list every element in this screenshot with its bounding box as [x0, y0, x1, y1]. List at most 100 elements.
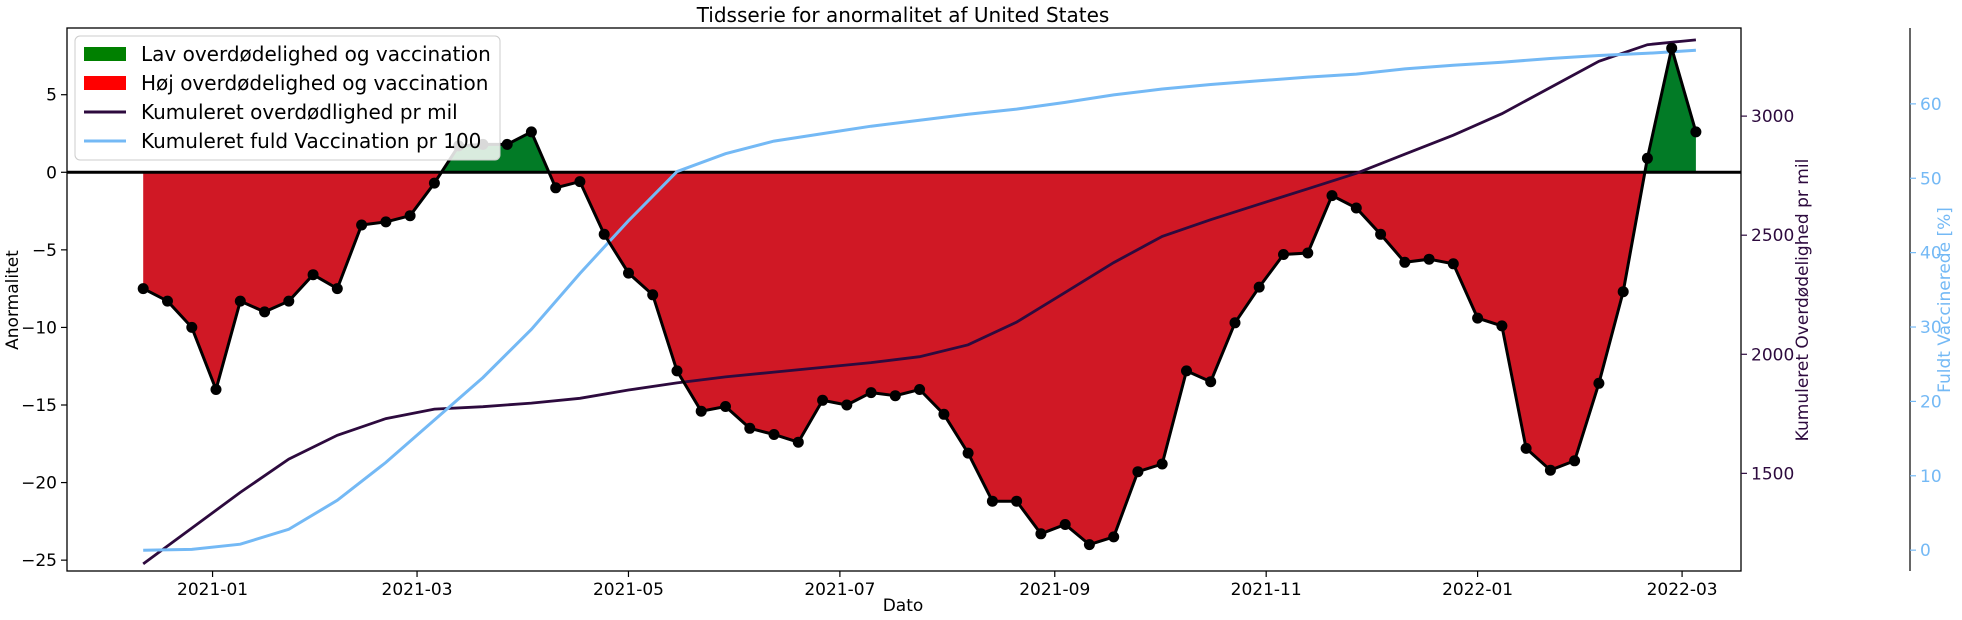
anomaly-point — [501, 138, 513, 150]
anomaly-point — [283, 295, 295, 307]
anomaly-area-layer — [143, 48, 1696, 545]
anomaly-point — [1326, 190, 1338, 202]
anomaly-point — [1011, 495, 1023, 507]
x-tick-label: 2022-01 — [1442, 580, 1513, 600]
y3-axis-label: Fuldt Vaccinerede [%] — [1935, 207, 1955, 393]
x-tick-label: 2021-09 — [1019, 580, 1090, 600]
anomaly-point — [1472, 312, 1484, 324]
deaths-series-line — [142, 38, 1697, 566]
legend: Lav overdødelighed og vaccination Høj ove… — [74, 35, 501, 161]
x-axis-label: Dato — [883, 596, 924, 616]
anomaly-point — [1253, 281, 1265, 293]
anomaly-point — [744, 422, 756, 434]
anomaly-point — [1205, 376, 1217, 388]
y-tick-label: 5 — [46, 86, 57, 106]
x-tick-label: 2021-03 — [382, 580, 453, 600]
legend-swatch — [84, 76, 126, 90]
y-tick-label: −10 — [21, 318, 57, 338]
anomaly-point — [1132, 466, 1144, 478]
anomaly-point — [1156, 458, 1168, 470]
y-axis-label: Anormalitet — [3, 250, 23, 350]
anomaly-point — [1083, 539, 1095, 551]
anomaly-point — [792, 436, 804, 448]
plot-frame — [66, 27, 1742, 572]
anomaly-point — [1423, 253, 1435, 265]
anomaly-point — [525, 126, 537, 138]
anomaly-point — [574, 176, 586, 188]
anomaly-point — [259, 306, 271, 318]
y2-tick-label: 2500 — [1751, 226, 1794, 246]
anomaly-point — [914, 384, 926, 395]
anomaly-point — [1496, 320, 1508, 332]
anomaly-point — [695, 405, 707, 417]
y3-tick-label: 10 — [1920, 467, 1942, 487]
positive-anomaly-area — [1644, 48, 1696, 173]
anomaly-point — [1302, 247, 1314, 259]
anomaly-point — [404, 210, 416, 222]
legend-label: Høj overdødelighed og vaccination — [141, 71, 488, 95]
legend-swatch — [84, 47, 126, 61]
anomaly-marker-layer — [137, 42, 1702, 551]
anomaly-point — [938, 408, 950, 420]
legend-label: Kumuleret fuld Vaccination pr 100 — [141, 129, 481, 153]
anomaly-point — [889, 390, 901, 402]
legend-box — [74, 35, 501, 161]
anomaly-point — [428, 177, 440, 189]
legend-label: Kumuleret overdødlighed pr mil — [141, 100, 458, 124]
anomaly-point — [1350, 202, 1362, 214]
anomaly-point — [865, 387, 877, 399]
x-tick-label: 2021-05 — [593, 580, 664, 600]
y3-tick-label: 30 — [1920, 318, 1942, 338]
anomaly-point — [307, 269, 319, 281]
anomaly-point — [186, 321, 198, 333]
x-tick-label: 2022-03 — [1647, 580, 1718, 600]
left-axis: 5 0 −5 −10 −15 −20 −25 — [21, 86, 67, 571]
right-axis: 3000 2500 2000 1500 — [1741, 107, 1794, 484]
anomaly-point — [841, 399, 853, 411]
y3-tick-label: 60 — [1920, 95, 1942, 115]
anomaly-point — [1666, 42, 1678, 54]
y-tick-label: −15 — [21, 396, 57, 416]
x-tick-label: 2021-07 — [804, 580, 875, 600]
anomaly-point — [962, 447, 974, 459]
right2-axis: 60 50 40 30 20 10 0 — [1909, 28, 1942, 571]
anomaly-point — [1520, 442, 1532, 454]
x-tick-label: 2021-11 — [1231, 580, 1302, 600]
anomaly-point — [162, 295, 173, 307]
anomaly-point — [1035, 528, 1047, 540]
y2-tick-label: 3000 — [1751, 107, 1794, 127]
anomaly-point — [1593, 377, 1605, 389]
anomaly-point — [768, 429, 780, 440]
y2-tick-label: 2000 — [1751, 345, 1794, 365]
anomaly-point — [1375, 228, 1387, 240]
y-tick-label: 0 — [46, 163, 57, 183]
anomaly-point — [1447, 258, 1459, 270]
anomaly-point — [1059, 519, 1071, 530]
y3-tick-label: 20 — [1920, 392, 1942, 412]
anomaly-point — [817, 394, 829, 406]
y3-tick-label: 50 — [1920, 169, 1942, 189]
anomaly-point — [380, 216, 392, 228]
vaccination-series-line — [143, 48, 1696, 552]
anomaly-point — [1617, 286, 1629, 298]
y2-tick-label: 1500 — [1751, 464, 1794, 484]
y-tick-label: −20 — [21, 474, 57, 494]
negative-anomaly-area — [548, 172, 1645, 545]
y-tick-label: −5 — [32, 241, 57, 261]
anomaly-point — [550, 182, 562, 194]
anomaly-point — [1278, 249, 1289, 260]
y2-axis-label: Kumuleret Overdødelighed pr mil — [1793, 159, 1813, 442]
anomaly-point — [1641, 152, 1653, 164]
y3-tick-label: 40 — [1920, 244, 1942, 264]
anomaly-point — [1399, 256, 1411, 268]
anomaly-point — [356, 219, 368, 231]
x-tick-label: 2021-01 — [177, 580, 248, 600]
anomaly-point — [598, 228, 610, 240]
anomaly-point — [1108, 531, 1120, 543]
anomaly-point — [210, 384, 222, 395]
anomaly-point — [647, 289, 659, 301]
negative-anomaly-area — [143, 172, 442, 390]
anomaly-point — [623, 267, 634, 279]
